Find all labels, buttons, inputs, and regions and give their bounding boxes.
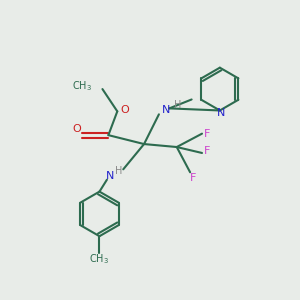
Text: CH$_3$: CH$_3$ <box>89 252 110 266</box>
Text: O: O <box>73 124 82 134</box>
Text: F: F <box>190 173 196 183</box>
Text: N: N <box>106 171 114 181</box>
Text: F: F <box>204 146 211 157</box>
Text: H: H <box>174 100 181 110</box>
Text: H: H <box>115 166 122 176</box>
Text: N: N <box>217 108 226 118</box>
Text: F: F <box>204 129 211 139</box>
Text: N: N <box>162 105 170 115</box>
Text: O: O <box>120 105 129 115</box>
Text: CH$_3$: CH$_3$ <box>72 79 92 93</box>
